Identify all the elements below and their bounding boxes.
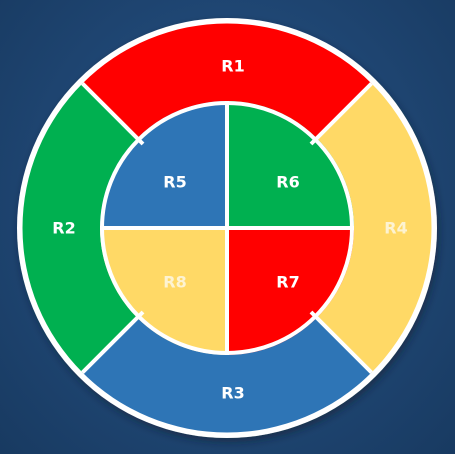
region-r2-label: R2: [52, 219, 75, 238]
region-r8-segment: [100, 228, 227, 355]
region-r1-segment: [82, 23, 372, 145]
region-r4-segment: [311, 83, 432, 373]
region-r4-label: R4: [384, 219, 407, 238]
region-r5-segment: [100, 101, 227, 228]
region-r7-label: R7: [276, 273, 299, 292]
region-r1-label: R1: [221, 57, 244, 76]
region-r3-segment: [82, 312, 372, 433]
region-r3-label: R3: [221, 384, 244, 403]
region-r6-segment: [227, 101, 354, 228]
region-r7-segment: [227, 228, 354, 355]
segment-dividers: [81, 82, 373, 374]
region-r6-label: R6: [276, 173, 299, 192]
region-r5-label: R5: [163, 173, 186, 192]
region-r8-label: R8: [163, 273, 186, 292]
region-r2-segment: [22, 83, 144, 373]
